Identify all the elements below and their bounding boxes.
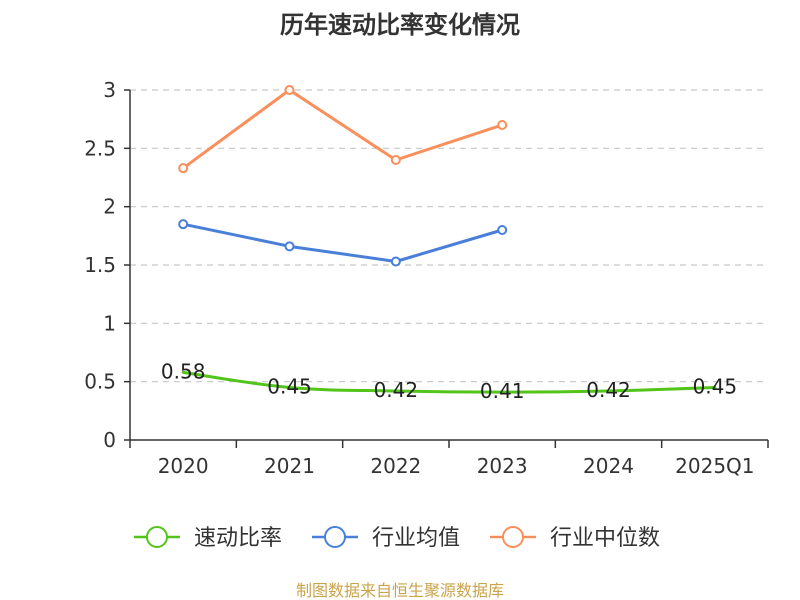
series-line-0 [181,370,717,394]
legend-item-0[interactable]: 速动比率 [134,526,282,551]
legend-label: 速动比率 [194,526,282,551]
series-line-1 [181,222,504,263]
y-tick-label: 0.5 [84,370,116,394]
data-point [390,155,401,165]
data-point [497,225,508,235]
x-tick-label: 2024 [583,454,634,478]
x-tick-label: 2020 [158,454,209,478]
data-point [284,85,295,95]
y-tick-label: 1 [103,311,116,335]
data-label: 0.45 [267,375,312,399]
legend-marker [324,526,346,548]
series-line-2 [181,88,504,170]
data-point [390,256,401,267]
data-label: 0.41 [480,379,525,403]
y-tick-label: 2.5 [84,136,116,160]
legend-item-2[interactable]: 行业中位数 [490,526,660,551]
x-tick-label: 2023 [477,454,528,478]
data-label: 0.42 [586,378,631,402]
data-point [178,163,189,174]
x-tick-label: 2022 [370,454,421,478]
legend-item-1[interactable]: 行业均值 [312,526,460,551]
data-point [178,219,189,230]
legend-label: 行业均值 [372,526,460,551]
chart-title: 历年速动比率变化情况 [280,11,520,39]
data-point [497,120,508,130]
y-tick-label: 3 [103,78,116,102]
source-note: 制图数据来自恒生聚源数据库 [296,581,504,600]
series-lines [178,85,717,394]
x-tick-label: 2021 [264,454,315,478]
y-tick-label: 2 [103,195,116,219]
x-tick-label: 2025Q1 [675,454,754,478]
grid-lines [130,89,768,383]
data-point [284,241,295,252]
legend-marker [146,526,168,548]
y-tick-label: 0 [103,428,116,452]
axes: 0 0.5 1 1.5 2 2.5 3 2020 2021 2022 2023 2024 2025Q1 [84,78,769,478]
legend[interactable]: 速动比率 行业均值 行业中位数 [134,526,660,551]
legend-label: 行业中位数 [550,526,660,551]
data-label: 0.42 [374,378,419,402]
data-label: 0.45 [693,375,738,399]
data-label: 0.58 [161,359,206,383]
data-labels: 0.58 0.45 0.42 0.41 0.42 0.45 [161,359,737,403]
legend-marker [502,526,524,548]
y-tick-label: 1.5 [84,253,116,277]
